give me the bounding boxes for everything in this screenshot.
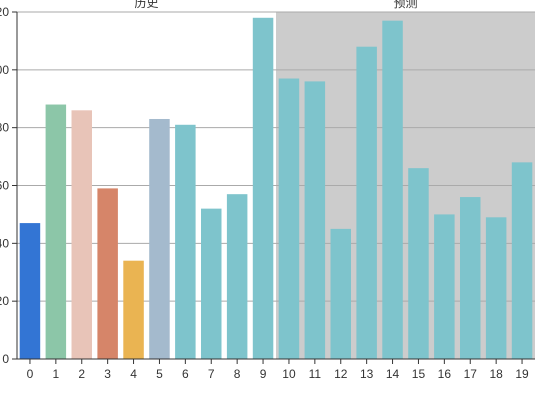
y-tick-label: 40 [0,236,9,250]
x-tick-label: 15 [412,367,426,381]
bar-17[interactable] [460,197,481,359]
x-tick-label: 14 [386,367,400,381]
y-tick-label: 20 [0,294,9,308]
bar-6[interactable] [175,124,196,360]
bar-8[interactable] [226,194,248,359]
region-label-0: 历史 [134,0,158,10]
y-tick-label: 0 [2,352,9,366]
bar-12[interactable] [330,228,352,359]
y-tick-label: 80 [0,121,9,135]
region-label-1: 预测 [393,0,417,10]
bar-5[interactable] [149,118,170,359]
x-tick-label: 13 [360,367,374,381]
x-tick-label: 9 [260,367,267,381]
bar-4[interactable] [123,260,144,359]
bar-14[interactable] [382,20,403,360]
x-tick-label: 10 [282,367,296,381]
x-tick-label: 5 [156,367,163,381]
bars [19,17,533,360]
x-tick-label: 7 [208,367,215,381]
x-tick-label: 8 [234,367,241,381]
bar-9[interactable] [252,17,274,360]
bar-13[interactable] [356,46,377,359]
y-tick-labels: 0 20 40 60 80 100 120 [0,5,17,366]
x-tick-label: 16 [438,367,452,381]
x-tick-label: 19 [515,367,529,381]
x-tick-label: 2 [78,367,85,381]
bar-7[interactable] [201,208,222,359]
x-tick-label: 11 [309,367,322,381]
x-tick-label: 1 [53,367,60,381]
x-tick-label: 3 [104,367,111,381]
x-tick-label: 4 [130,367,137,381]
x-tick-label: 17 [464,367,478,381]
y-tick-label: 60 [0,179,9,193]
y-tick-label: 120 [0,5,9,19]
x-tick-labels: 0 1 2 3 4 5 6 7 8 9 10 11 12 13 14 15 16 17 18 19 [27,359,529,381]
bar-0[interactable] [19,223,41,359]
bar-18[interactable] [485,217,507,359]
bar-19[interactable] [511,162,533,359]
x-tick-label: 6 [182,367,189,381]
bar-11[interactable] [304,81,326,360]
y-tick-label: 100 [0,63,9,77]
bar-1[interactable] [45,104,67,360]
x-tick-label: 0 [27,367,34,381]
bar-2[interactable] [71,110,93,359]
x-tick-label: 12 [334,367,348,381]
bar-15[interactable] [408,168,429,359]
bar-3[interactable] [97,188,118,359]
bar-16[interactable] [434,214,455,359]
x-tick-label: 18 [489,367,503,381]
bar-10[interactable] [278,78,300,359]
region-labels: 历史 预测 [134,0,417,10]
